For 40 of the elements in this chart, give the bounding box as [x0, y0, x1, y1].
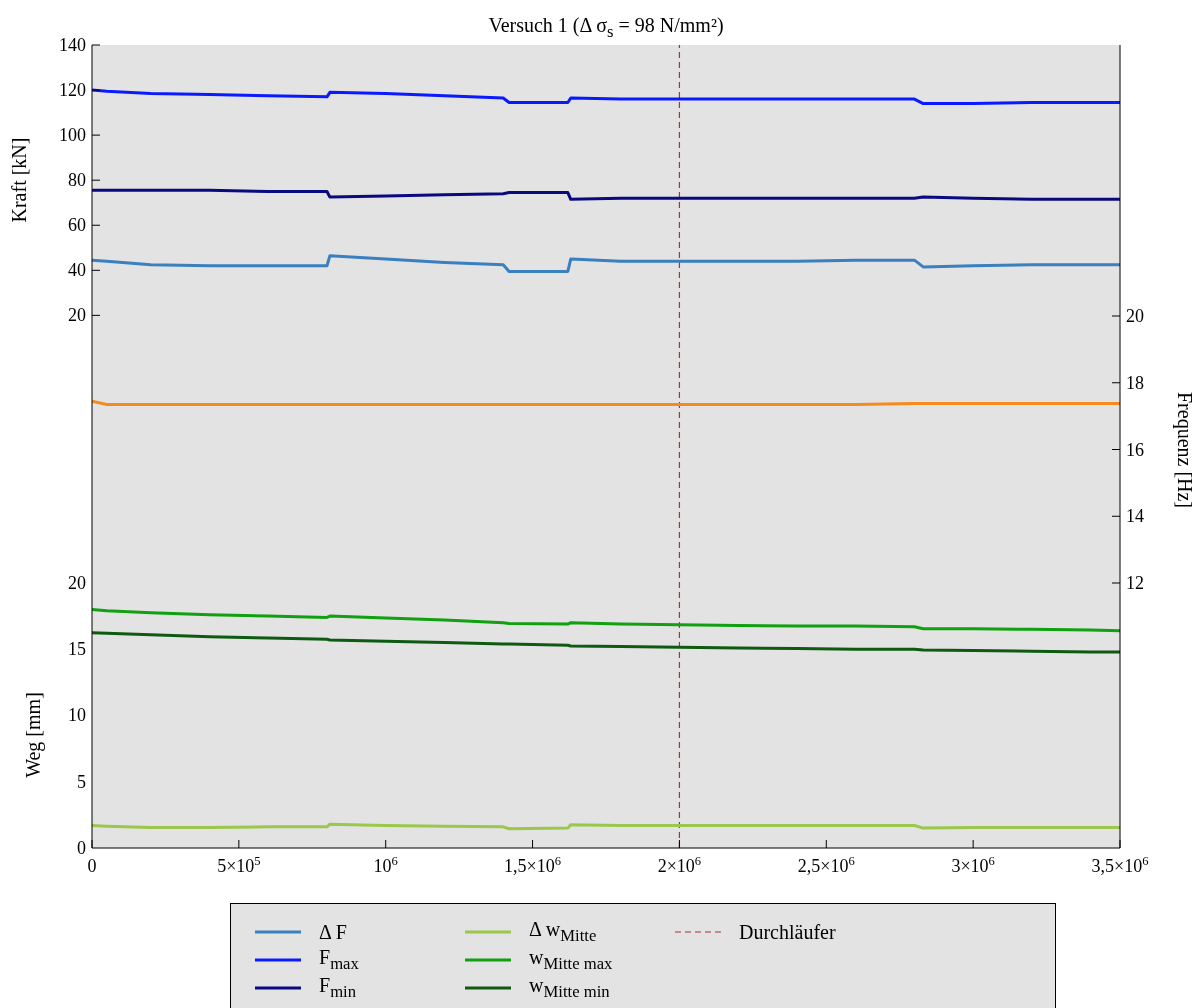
legend-label: F$_{max}$ [319, 946, 359, 974]
line-series [92, 631, 1120, 654]
y-axis-title: Kraft [kN] [8, 137, 30, 223]
y-tick-label: 80 [68, 170, 86, 191]
y2-tick-label: 16 [1126, 439, 1144, 460]
x-tick-label: 0 [87, 856, 97, 876]
y3-tick-label: 15 [68, 639, 86, 660]
x-tick-label: 3×10$^{6}$ [951, 854, 995, 876]
y-tick-label: 20 [68, 305, 86, 326]
legend-label: Δ F [319, 920, 347, 944]
y-tick-label: 120 [59, 80, 86, 101]
x-tick-label: 3,5×10$^{6}$ [1091, 854, 1149, 876]
legend-label: w$_{Mitte min}$ [529, 974, 610, 1002]
legend-label: w$_{Mitte max}$ [529, 946, 613, 974]
y-tick-label: 100 [59, 125, 86, 146]
x-tick-label: 2×10$^{6}$ [657, 854, 702, 876]
line-series [92, 188, 1120, 201]
y3-tick-label: 5 [77, 771, 86, 792]
y-tick-label: 40 [68, 260, 86, 281]
y2-tick-label: 18 [1126, 372, 1144, 393]
y2-tick-label: 14 [1126, 506, 1144, 527]
line-series [92, 607, 1120, 633]
legend-label: Δ w$_{Mitte}$ [529, 918, 597, 946]
y-tick-label: 60 [68, 215, 86, 236]
y2-tick-label: 12 [1126, 573, 1144, 593]
line-series [92, 88, 1120, 106]
legend-label: Durchläufer [739, 920, 836, 944]
chart-title: Versuch 1 (Δ σ$_{s}$ = 98 N/mm²) [487, 14, 725, 42]
legend-label: F$_{min}$ [319, 974, 357, 1002]
x-tick-label: 10$^{6}$ [373, 854, 398, 876]
x-tick-label: 2,5×10$^{6}$ [797, 854, 855, 876]
x-tick-label: 1,5×10$^{6}$ [504, 854, 562, 876]
y-tick-label: 140 [59, 35, 86, 55]
y3-tick-label: 0 [77, 838, 86, 858]
y3-axis-title: Weg [mm] [22, 692, 45, 778]
y3-tick-label: 10 [68, 705, 86, 726]
y2-tick-label: 20 [1126, 306, 1144, 326]
x-tick-label: 5×10$^{5}$ [217, 854, 261, 876]
y2-axis-title: Frequenz [Hz] [1173, 391, 1192, 509]
line-series [92, 254, 1120, 273]
